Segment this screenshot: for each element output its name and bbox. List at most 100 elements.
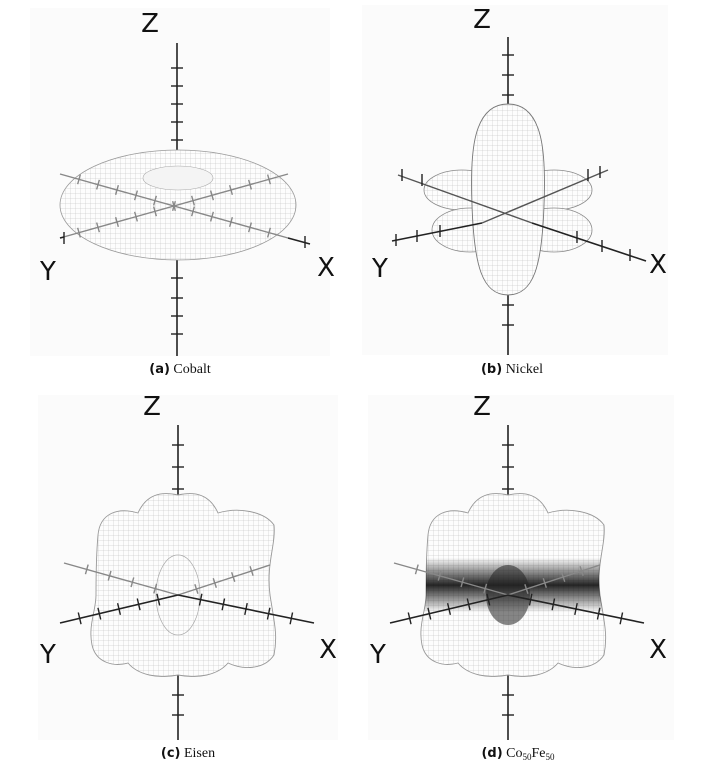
axis-tick xyxy=(171,200,177,212)
caption-c-tag: (c) xyxy=(160,746,181,761)
y-axis-back xyxy=(507,564,601,596)
caption-a-name: Cobalt xyxy=(173,362,211,377)
axis-tick xyxy=(619,612,624,625)
figure-panel-b: Z X Y xyxy=(362,5,668,355)
axis-tick xyxy=(446,603,452,615)
x-axis-label: X xyxy=(649,635,667,665)
x-axis-back xyxy=(393,562,509,596)
caption-a-tag: (a) xyxy=(149,362,170,377)
axis-tick xyxy=(596,607,601,620)
figure-panel-c: Z X Y xyxy=(38,392,338,740)
caption-a: (a) Cobalt xyxy=(30,362,330,378)
caption-b-name: Nickel xyxy=(505,362,544,377)
figure-panel-a: Z X Y xyxy=(30,8,335,356)
plot-nickel: Z X Y xyxy=(371,5,667,355)
axis-tick xyxy=(95,222,101,233)
torus-hole xyxy=(142,165,214,191)
axis-tick xyxy=(194,584,199,594)
surface-core xyxy=(155,554,201,636)
axis-tick xyxy=(133,211,139,222)
axis-tick xyxy=(228,184,234,196)
axis-tick xyxy=(153,583,158,594)
x-axis-front xyxy=(287,237,311,245)
axis-tick xyxy=(486,593,491,606)
axis-tick xyxy=(136,598,141,611)
axis-tick xyxy=(114,216,120,228)
axis-tick xyxy=(266,607,271,620)
axis-tick xyxy=(156,593,161,606)
axis-tick xyxy=(414,564,419,575)
axis-tick xyxy=(84,564,89,575)
plot-cofe: Z X Y xyxy=(369,392,667,740)
axis-tick xyxy=(133,190,139,201)
z-axis-label: Z xyxy=(473,5,491,35)
axis-tick xyxy=(97,607,102,620)
surface-body xyxy=(90,493,277,677)
axis-tick xyxy=(427,607,432,620)
axis-tick xyxy=(466,598,471,611)
axis-tick xyxy=(483,583,488,594)
x-axis-label: X xyxy=(319,635,337,665)
caption-d: (d) Co50Fe50 xyxy=(368,746,668,762)
axis-tick xyxy=(107,570,112,581)
axis-tick xyxy=(198,593,203,606)
axis-tick xyxy=(190,195,196,206)
y-axis-label: Y xyxy=(369,640,386,670)
axis-tick xyxy=(247,179,253,190)
axis-tick xyxy=(579,566,584,576)
axis-tick xyxy=(528,593,533,606)
y-axis-front xyxy=(391,222,483,242)
axis-tick xyxy=(228,216,234,228)
plot-eisen: Z X Y xyxy=(39,392,337,740)
caption-c: (c) Eisen xyxy=(38,746,338,762)
axis-tick xyxy=(542,578,548,588)
caption-d-name: Co50Fe50 xyxy=(506,746,555,762)
axis-tick xyxy=(209,190,215,201)
caption-d-tag: (d) xyxy=(481,746,503,761)
plot-cobalt: Z X Y xyxy=(39,9,335,356)
axis-tick xyxy=(76,174,82,185)
figure-panel-d: Z X Y xyxy=(368,392,674,740)
axis-tick xyxy=(114,184,120,196)
axis-tick xyxy=(77,612,82,625)
y-axis-label: Y xyxy=(371,254,388,284)
axis-tick xyxy=(221,598,226,611)
axis-tick xyxy=(116,603,122,615)
axis-tick xyxy=(551,598,556,611)
axis-tick xyxy=(230,572,236,582)
x-axis-front xyxy=(531,222,647,262)
axis-tick xyxy=(212,578,218,588)
z-axis-label: Z xyxy=(143,392,161,422)
axis-tick xyxy=(209,211,215,222)
y-axis-label: Y xyxy=(39,640,56,670)
y-axis-back xyxy=(177,564,271,596)
axis-tick xyxy=(289,612,294,625)
x-axis-back xyxy=(397,174,533,224)
z-axis-label: Z xyxy=(473,392,491,422)
y-axis-label: Y xyxy=(39,257,56,287)
axis-tick xyxy=(560,572,566,582)
axis-tick xyxy=(244,602,248,616)
caption-c-name: Eisen xyxy=(183,746,216,761)
axis-tick xyxy=(95,179,101,190)
axis-tick xyxy=(76,227,82,238)
x-axis-label: X xyxy=(649,250,667,280)
lobe-center xyxy=(471,103,545,296)
caption-b-tag: (b) xyxy=(480,362,503,377)
axis-tick xyxy=(460,577,465,588)
x-axis-label: X xyxy=(317,253,335,283)
axis-tick xyxy=(249,566,254,576)
axis-tick xyxy=(190,206,196,217)
axis-tick xyxy=(247,222,253,233)
axis-tick xyxy=(574,602,578,616)
y-axis-back xyxy=(481,169,609,224)
axis-tick xyxy=(437,570,442,581)
axis-tick xyxy=(152,206,158,217)
axis-tick xyxy=(266,174,272,185)
axis-tick xyxy=(407,612,412,625)
axis-tick xyxy=(524,584,529,594)
x-axis-back xyxy=(63,562,179,596)
axis-tick xyxy=(130,577,135,588)
caption-b: (b) Nickel xyxy=(362,362,662,378)
axis-tick xyxy=(152,195,158,206)
